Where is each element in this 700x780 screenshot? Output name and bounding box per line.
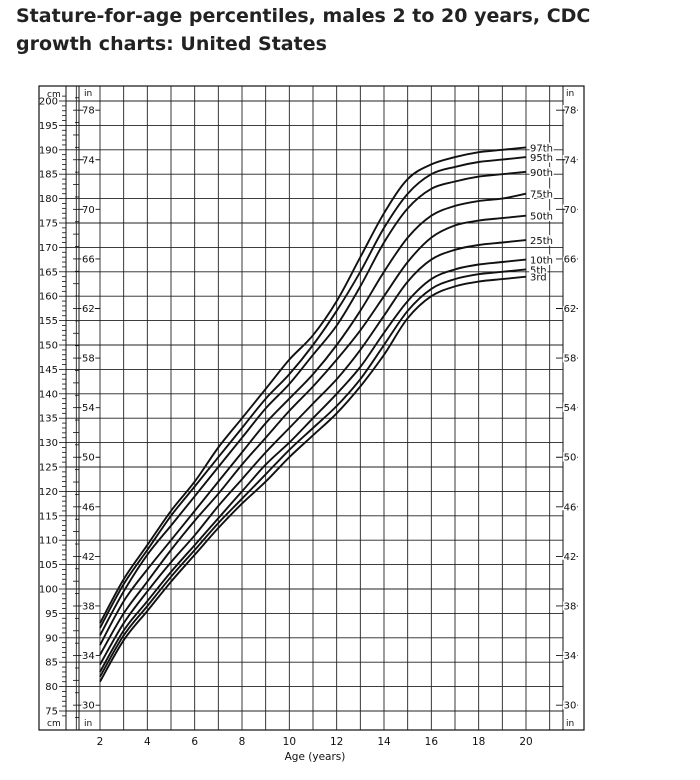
cm-tick-label: 200 bbox=[39, 97, 58, 108]
in-tick-label-left: 78 bbox=[82, 106, 95, 117]
in-tick-label-right: 38 bbox=[564, 601, 577, 612]
cm-tick-label: 130 bbox=[39, 438, 58, 449]
cm-tick-label: 85 bbox=[45, 658, 58, 669]
in-tick-label-left: 54 bbox=[82, 403, 95, 414]
unit-in-bottom-left: in bbox=[84, 719, 92, 729]
in-tick-label-left: 38 bbox=[82, 601, 95, 612]
grid bbox=[65, 86, 564, 730]
in-tick-label-left: 34 bbox=[82, 651, 95, 662]
percentile-lines bbox=[99, 146, 527, 683]
x-axis-title: Age (years) bbox=[285, 751, 346, 763]
cm-tick-label: 125 bbox=[39, 463, 58, 474]
in-tick-label-left: 66 bbox=[82, 254, 95, 265]
cm-tick-label: 80 bbox=[45, 682, 58, 693]
in-tick-label-right: 54 bbox=[564, 403, 577, 414]
cm-tick-label: 145 bbox=[39, 365, 58, 376]
x-tick-label: 6 bbox=[191, 736, 198, 748]
in-tick-label-right: 74 bbox=[564, 155, 577, 166]
percentile-line-75th bbox=[99, 192, 527, 646]
x-tick-label: 20 bbox=[519, 736, 532, 748]
x-tick-label: 8 bbox=[239, 736, 246, 748]
percentile-label-90th: 90th bbox=[530, 168, 553, 179]
percentile-line-10th bbox=[99, 258, 527, 673]
x-tick-label: 10 bbox=[283, 736, 296, 748]
cm-tick-label: 185 bbox=[39, 170, 58, 181]
in-tick-label-right: 50 bbox=[564, 453, 577, 464]
in-tick-label-right: 42 bbox=[564, 552, 577, 563]
cm-tick-label: 175 bbox=[39, 219, 58, 230]
percentile-label-5th: 5th bbox=[530, 265, 547, 276]
in-tick-label-right: 70 bbox=[564, 205, 577, 216]
unit-cm-top: cm bbox=[47, 90, 61, 100]
cm-tick-label: 195 bbox=[39, 121, 58, 132]
unit-cm-bottom: cm bbox=[47, 719, 61, 729]
cm-tick-label: 190 bbox=[39, 145, 58, 156]
in-tick-label-right: 34 bbox=[564, 651, 577, 662]
cm-tick-label: 115 bbox=[39, 511, 58, 522]
in-tick-label-right: 66 bbox=[564, 254, 577, 265]
in-tick-label-left: 74 bbox=[82, 155, 95, 166]
cm-tick-label: 165 bbox=[39, 267, 58, 278]
in-tick-label-right: 46 bbox=[564, 502, 577, 513]
cm-tick-label: 120 bbox=[39, 487, 58, 498]
unit-in-top-left: in bbox=[84, 89, 92, 99]
cm-tick-label: 90 bbox=[45, 633, 58, 644]
cm-tick-label: 170 bbox=[39, 243, 58, 254]
percentile-line-25th bbox=[99, 239, 527, 666]
percentile-label-10th: 10th bbox=[530, 256, 553, 267]
in-tick-label-left: 30 bbox=[82, 701, 95, 712]
in-tick-label-left: 62 bbox=[82, 304, 95, 315]
cm-tick-label: 75 bbox=[45, 707, 58, 718]
cm-tick-label: 150 bbox=[39, 341, 58, 352]
cm-tick-label: 110 bbox=[39, 536, 58, 547]
in-tick-label-left: 58 bbox=[82, 354, 95, 365]
x-tick-label: 14 bbox=[377, 736, 391, 748]
page-title: Stature-for-age percentiles, males 2 to … bbox=[16, 5, 591, 55]
percentile-line-97th bbox=[99, 146, 527, 624]
percentile-line-90th bbox=[99, 170, 527, 636]
cm-tick-label: 100 bbox=[39, 585, 58, 596]
percentile-line-50th bbox=[99, 214, 527, 656]
percentile-label-50th: 50th bbox=[530, 212, 553, 223]
cm-tick-label: 135 bbox=[39, 414, 58, 425]
in-tick-label-right: 30 bbox=[564, 701, 577, 712]
in-tick-label-left: 42 bbox=[82, 552, 95, 563]
cm-tick-label: 155 bbox=[39, 316, 58, 327]
x-tick-label: 18 bbox=[472, 736, 485, 748]
cm-tick-label: 105 bbox=[39, 560, 58, 571]
cm-tick-label: 160 bbox=[39, 292, 58, 303]
percentile-label-95th: 95th bbox=[530, 153, 553, 164]
cm-tick-label: 140 bbox=[39, 389, 58, 400]
cm-tick-label: 180 bbox=[39, 194, 58, 205]
in-tick-label-right: 78 bbox=[564, 106, 577, 117]
x-tick-label: 16 bbox=[425, 736, 439, 748]
axis-scales: 75 80 85 90 95 100 105 110 115 120 125 130 135 140 145… bbox=[39, 86, 578, 730]
in-tick-label-left: 70 bbox=[82, 205, 95, 216]
in-tick-label-right: 58 bbox=[564, 354, 577, 365]
x-tick-label: 4 bbox=[144, 736, 151, 748]
unit-in-bottom-right: in bbox=[566, 719, 574, 729]
x-tick-label: 12 bbox=[330, 736, 343, 748]
x-tick-label: 2 bbox=[97, 736, 104, 748]
in-tick-label-right: 62 bbox=[564, 304, 577, 315]
percentile-label-25th: 25th bbox=[530, 236, 553, 247]
percentile-line-95th bbox=[99, 156, 527, 629]
percentile-label-3rd: 3rd bbox=[530, 273, 547, 284]
x-axis: 2 4 6 8 10 12 14 16 18 20 Age (years) bbox=[97, 736, 533, 763]
percentile-label-97th: 97th bbox=[530, 143, 553, 154]
unit-in-top-right: in bbox=[566, 89, 574, 99]
cm-tick-label: 95 bbox=[45, 609, 58, 620]
in-tick-label-left: 50 bbox=[82, 453, 95, 464]
in-tick-label-left: 46 bbox=[82, 502, 95, 513]
percentile-line-5th bbox=[99, 268, 527, 678]
percentile-label-75th: 75th bbox=[530, 190, 553, 201]
percentile-line-3rd bbox=[99, 275, 527, 683]
